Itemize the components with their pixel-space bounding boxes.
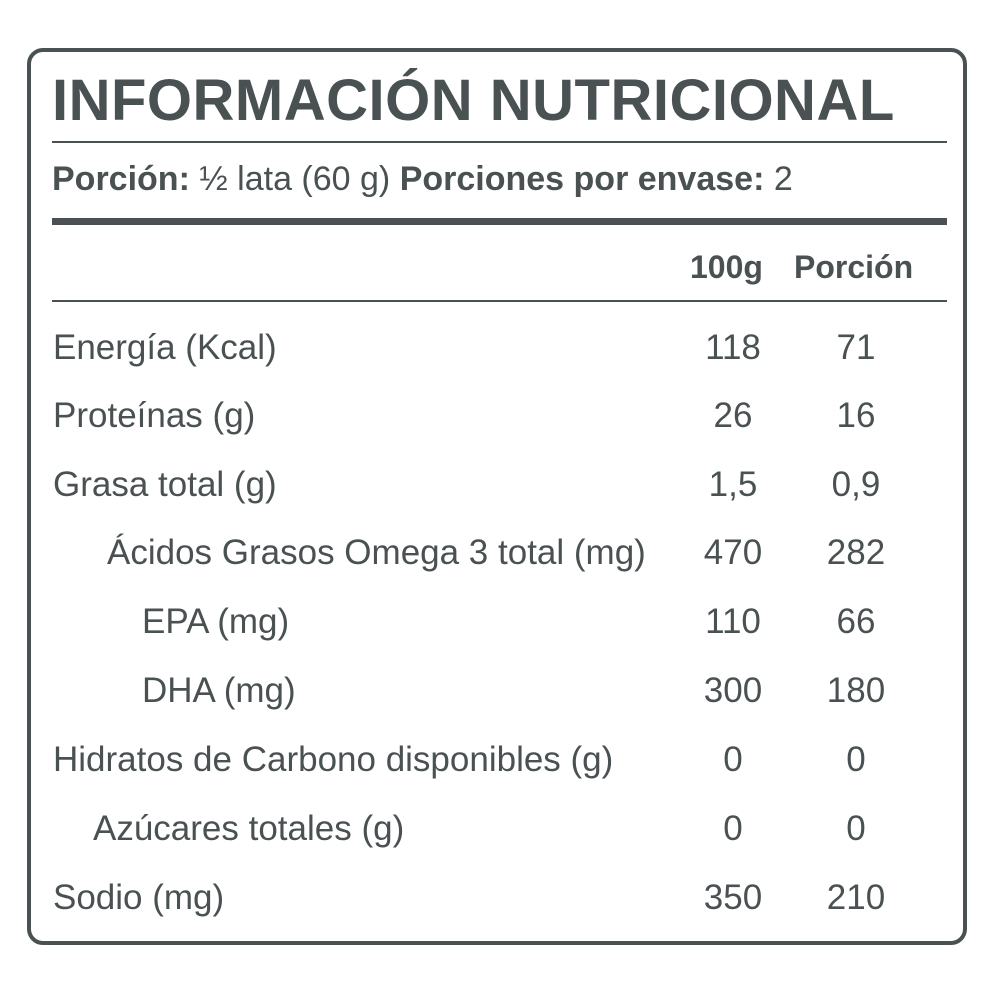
nutrient-label: Ácidos Grasos Omega 3 total (mg) — [107, 533, 646, 572]
servings-label: Porciones por envase: — [399, 160, 765, 198]
nutrient-row-protein: Proteínas (g) 26 16 — [0, 386, 1000, 446]
portion-value: ½ lata (60 g) — [199, 160, 391, 198]
nutrient-label: DHA (mg) — [142, 671, 296, 710]
value-per-portion: 180 — [826, 671, 886, 710]
nutrition-facts-panel — [27, 48, 967, 945]
serving-info: Porción: ½ lata (60 g) Porciones por env… — [52, 156, 793, 202]
value-per-100g: 118 — [705, 328, 761, 367]
nutrient-label: Energía (Kcal) — [53, 328, 277, 367]
value-per-100g: 0 — [723, 740, 743, 779]
nutrient-label: Hidratos de Carbono disponibles (g) — [53, 740, 614, 779]
title-divider — [52, 141, 947, 143]
value-per-100g: 110 — [705, 602, 761, 641]
value-per-100g: 26 — [713, 396, 753, 435]
nutrient-row-sugars: Azúcares totales (g) 0 0 — [0, 799, 1000, 859]
nutrient-label: Grasa total (g) — [53, 465, 277, 504]
nutrient-label: Azúcares totales (g) — [93, 809, 405, 848]
value-per-100g: 1,5 — [708, 465, 758, 504]
nutrient-row-epa: EPA (mg) 110 66 — [0, 592, 1000, 652]
nutrient-row-sodium: Sodio (mg) 350 210 — [0, 868, 1000, 928]
value-per-portion: 16 — [836, 396, 876, 435]
nutrient-label: Sodio (mg) — [53, 878, 225, 917]
column-header-portion: Porción — [794, 249, 914, 285]
value-per-portion: 66 — [836, 602, 876, 641]
value-per-portion: 0 — [846, 809, 866, 848]
value-per-100g: 470 — [703, 533, 763, 572]
portion-label: Porción: — [52, 160, 190, 198]
value-per-100g: 0 — [723, 809, 743, 848]
nutrient-row-dha: DHA (mg) 300 180 — [0, 661, 1000, 721]
nutrient-label: Proteínas (g) — [53, 396, 256, 435]
servings-value: 2 — [773, 160, 793, 198]
value-per-portion: 0,9 — [831, 465, 881, 504]
nutrient-label: EPA (mg) — [142, 602, 290, 641]
value-per-100g: 300 — [703, 671, 763, 710]
nutrient-row-carbohydrates: Hidratos de Carbono disponibles (g) 0 0 — [0, 730, 1000, 790]
nutrient-row-total-fat: Grasa total (g) 1,5 0,9 — [0, 455, 1000, 515]
column-header-100g: 100g — [690, 249, 763, 285]
value-per-100g: 350 — [703, 878, 763, 917]
value-per-portion: 0 — [846, 740, 866, 779]
nutrition-title: INFORMACIÓN NUTRICIONAL — [52, 68, 895, 133]
header-divider — [52, 300, 947, 302]
nutrient-row-omega3: Ácidos Grasos Omega 3 total (mg) 470 282 — [0, 523, 1000, 583]
value-per-portion: 210 — [826, 878, 886, 917]
value-per-portion: 282 — [826, 533, 886, 572]
nutrient-row-energy: Energía (Kcal) 118 71 — [0, 318, 1000, 378]
serving-divider — [52, 218, 947, 225]
value-per-portion: 71 — [836, 328, 876, 367]
